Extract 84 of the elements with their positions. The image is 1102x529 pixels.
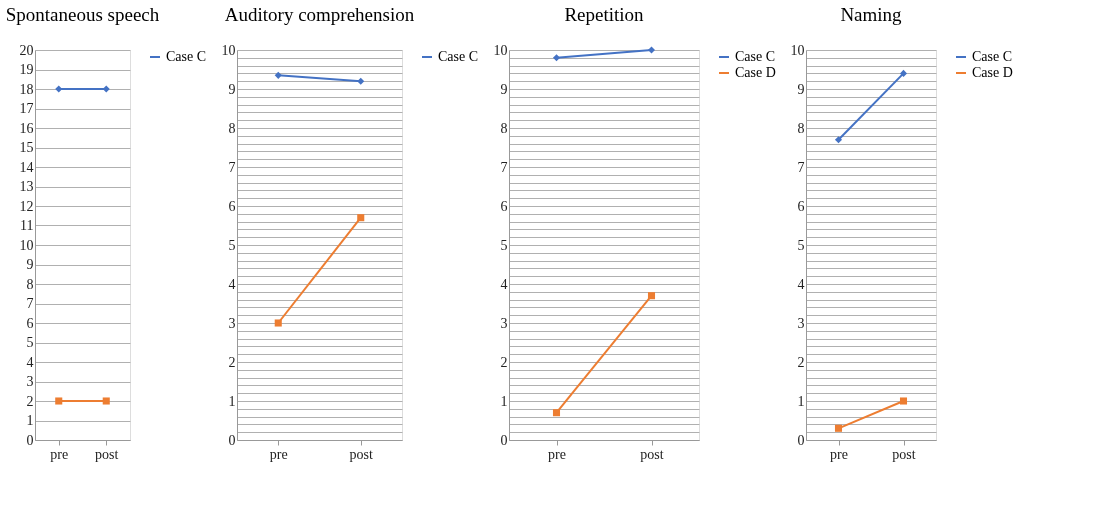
- point: [647, 46, 656, 54]
- x-tick-label: post: [349, 446, 374, 462]
- point: [899, 69, 908, 77]
- y-tick-label: 12: [19, 198, 34, 214]
- y-tick-label: 9: [26, 257, 34, 272]
- point: [274, 319, 282, 327]
- y-tick-label: 1: [500, 393, 508, 409]
- y-tick-label: 4: [500, 276, 508, 292]
- y-tick-label: 1: [228, 393, 236, 409]
- point: [552, 54, 561, 62]
- y-tick-label: 7: [228, 159, 236, 175]
- y-tick-label: 2: [228, 354, 236, 370]
- y-tick-label: 19: [19, 62, 34, 77]
- y-tick-label: 2: [500, 354, 508, 370]
- point: [552, 409, 561, 417]
- y-tick-label: 18: [19, 81, 34, 97]
- y-tick-label: 5: [797, 237, 805, 253]
- y-tick-label: 0: [228, 432, 236, 448]
- y-tick-label: 4: [26, 354, 34, 370]
- y-tick-label: 8: [797, 120, 805, 136]
- y-tick-label: 1: [26, 413, 34, 428]
- y-tick-label: 5: [228, 237, 236, 253]
- y-tick-label: 20: [19, 42, 34, 58]
- y-tick-label: 17: [19, 101, 34, 116]
- x-tick-label: post: [640, 446, 664, 462]
- y-tick-label: 7: [797, 159, 805, 175]
- point: [647, 292, 656, 300]
- chart-title: Repetition: [564, 4, 645, 25]
- y-tick-label: 10: [221, 42, 236, 58]
- y-tick-label: 4: [797, 276, 805, 292]
- y-tick-label: 7: [500, 159, 508, 175]
- point: [357, 77, 365, 85]
- y-tick-label: 6: [500, 198, 508, 214]
- y-tick-label: 4: [228, 276, 236, 292]
- y-tick-label: 0: [26, 432, 34, 448]
- y-tick-label: 2: [797, 354, 805, 370]
- y-tick-label: 16: [19, 120, 34, 136]
- chart-title: Auditory comprehension: [224, 4, 415, 25]
- y-tick-label: 3: [228, 315, 236, 331]
- point: [274, 71, 282, 79]
- chart-title: Spontaneous speech: [5, 4, 160, 25]
- y-tick-label: 6: [26, 315, 34, 331]
- point: [357, 214, 365, 222]
- y-tick-label: 6: [228, 198, 236, 214]
- x-tick-label: pre: [830, 446, 848, 462]
- legend-label: Case C: [972, 49, 1013, 64]
- y-tick-label: 15: [19, 140, 34, 155]
- point: [834, 424, 843, 432]
- y-tick-label: 10: [19, 237, 34, 253]
- legend-label: Case D: [735, 65, 776, 80]
- y-tick-label: 0: [797, 432, 805, 448]
- y-tick-label: 7: [26, 296, 34, 311]
- chart-title: Naming: [840, 4, 903, 25]
- point: [834, 136, 843, 144]
- y-tick-label: 10: [790, 42, 805, 58]
- y-tick-label: 9: [797, 81, 805, 97]
- y-tick-label: 13: [19, 179, 34, 194]
- x-tick-label: pre: [548, 446, 566, 462]
- y-tick-label: 5: [26, 335, 34, 350]
- y-tick-label: 10: [493, 42, 508, 58]
- y-tick-label: 3: [500, 315, 508, 331]
- y-tick-label: 9: [500, 81, 508, 97]
- y-tick-label: 9: [228, 81, 236, 97]
- x-tick-label: post: [892, 446, 916, 462]
- y-tick-label: 3: [797, 315, 805, 331]
- x-tick-label: pre: [50, 446, 69, 462]
- y-tick-label: 8: [26, 276, 34, 292]
- legend-label: Case C: [438, 49, 479, 64]
- y-tick-label: 6: [797, 198, 805, 214]
- y-tick-label: 14: [19, 159, 34, 175]
- legend-label: Case D: [972, 65, 1013, 80]
- legend-label: Case C: [166, 49, 207, 64]
- y-tick-label: 8: [228, 120, 236, 136]
- y-tick-label: 0: [500, 432, 508, 448]
- legend-label: Case C: [735, 49, 776, 64]
- y-tick-label: 8: [500, 120, 508, 136]
- x-tick-label: pre: [269, 446, 288, 462]
- point: [899, 397, 908, 405]
- x-tick-label: post: [95, 446, 119, 462]
- y-tick-label: 5: [500, 237, 508, 253]
- y-tick-label: 11: [20, 218, 34, 233]
- y-tick-label: 2: [26, 393, 34, 409]
- y-tick-label: 1: [797, 393, 805, 409]
- y-tick-label: 3: [26, 374, 34, 389]
